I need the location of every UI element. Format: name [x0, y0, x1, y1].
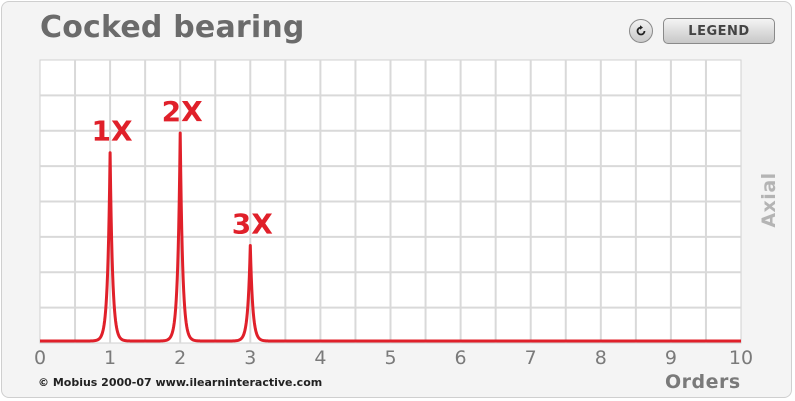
chart-title: Cocked bearing — [40, 10, 305, 45]
x-tick-labels: 0 1 2 3 4 5 6 7 8 9 10 — [34, 347, 753, 369]
x-tick-label: 6 — [455, 347, 467, 369]
x-tick-label: 3 — [244, 347, 256, 369]
reset-icon — [636, 25, 646, 36]
x-tick-label: 9 — [665, 347, 677, 369]
peak-label-2: 2X — [162, 95, 203, 128]
copyright-text: © Mobius 2000-07 www.ilearninteractive.c… — [38, 376, 323, 389]
x-tick-label: 10 — [729, 347, 753, 369]
x-axis-label: Orders — [665, 371, 741, 393]
reset-button[interactable] — [629, 19, 653, 43]
grid-lines — [40, 60, 741, 343]
x-tick-label: 2 — [174, 347, 186, 369]
peak-labels: 1X 2X 3X — [92, 95, 274, 240]
legend-button[interactable]: LEGEND — [663, 18, 775, 44]
y-axis-label: Axial — [758, 172, 780, 228]
x-tick-label: 8 — [595, 347, 607, 369]
x-tick-label: 0 — [34, 347, 46, 369]
x-tick-label: 1 — [104, 347, 116, 369]
x-tick-label: 4 — [314, 347, 326, 369]
peak-label-1: 1X — [92, 115, 133, 148]
peak-label-3: 3X — [232, 207, 273, 240]
x-tick-label: 5 — [384, 347, 396, 369]
x-tick-label: 7 — [525, 347, 537, 369]
spectrum-trace — [39, 131, 742, 343]
